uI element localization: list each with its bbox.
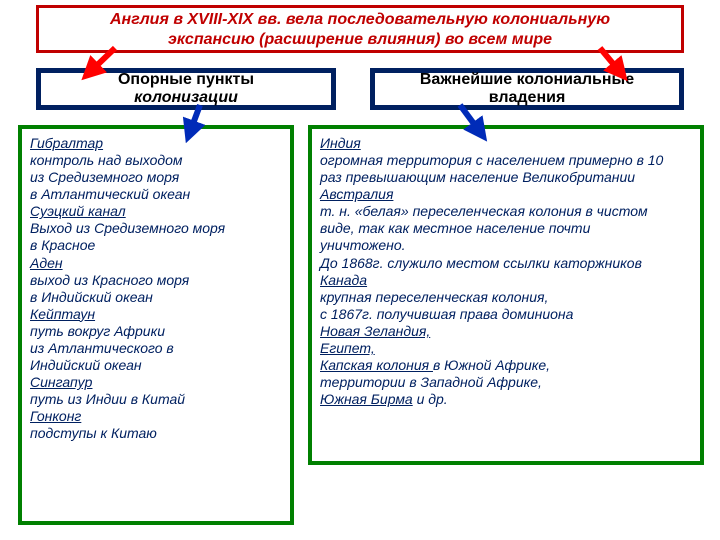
- content-line: из Средиземного моря: [30, 169, 282, 186]
- subhead-left-line2: колонизации: [47, 89, 325, 107]
- content-line: Южная Бирма и др.: [320, 391, 692, 408]
- content-line: выход из Красного моря: [30, 272, 282, 289]
- content-line: т. н. «белая» переселенческая колония в …: [320, 203, 692, 220]
- content-line: раз превышающим население Великобритании: [320, 169, 692, 186]
- subhead-left: Опорные пункты колонизации: [36, 68, 336, 110]
- content-line: Кейптаун: [30, 306, 282, 323]
- content-line: уничтожено.: [320, 237, 692, 254]
- content-line: с 1867г. получившая права доминиона: [320, 306, 692, 323]
- subhead-right: Важнейшие колониальные владения: [370, 68, 684, 110]
- content-line: в Красное: [30, 237, 282, 254]
- content-line: Гибралтар: [30, 135, 282, 152]
- content-line: Суэцкий канал: [30, 203, 282, 220]
- content-line: Капская колония в Южной Африке,: [320, 357, 692, 374]
- content-line: территории в Западной Африке,: [320, 374, 692, 391]
- content-line: Индия: [320, 135, 692, 152]
- content-line: Гонконг: [30, 408, 282, 425]
- content-line: Выход из Средиземного моря: [30, 220, 282, 237]
- content-line: в Атлантический океан: [30, 186, 282, 203]
- subhead-right-line1: Важнейшие колониальные: [381, 71, 673, 89]
- content-line: Египет,: [320, 340, 692, 357]
- content-line: огромная территория с населением примерн…: [320, 152, 692, 169]
- title-line1: Англия в XVIII-XIX вв. вела последовател…: [47, 10, 673, 30]
- content-line: в Индийский океан: [30, 289, 282, 306]
- content-left: Гибралтарконтроль над выходомиз Средизем…: [18, 125, 294, 525]
- content-line: Австралия: [320, 186, 692, 203]
- content-line: Аден: [30, 255, 282, 272]
- subhead-left-line1: Опорные пункты: [47, 71, 325, 89]
- content-line: контроль над выходом: [30, 152, 282, 169]
- content-right: Индияогромная территория с населением пр…: [308, 125, 704, 465]
- title-line2: экспансию (расширение влияния) во всем м…: [47, 30, 673, 50]
- subhead-right-line2: владения: [381, 89, 673, 107]
- content-line: Новая Зеландия,: [320, 323, 692, 340]
- content-line: путь из Индии в Китай: [30, 391, 282, 408]
- content-line: крупная переселенческая колония,: [320, 289, 692, 306]
- content-line: виде, так как местное население почти: [320, 220, 692, 237]
- content-line: Индийский океан: [30, 357, 282, 374]
- content-line: До 1868г. служило местом ссылки каторжни…: [320, 255, 692, 272]
- content-line: Сингапур: [30, 374, 282, 391]
- title-box: Англия в XVIII-XIX вв. вела последовател…: [36, 5, 684, 53]
- content-line: Канада: [320, 272, 692, 289]
- content-line: путь вокруг Африки: [30, 323, 282, 340]
- content-line: из Атлантического в: [30, 340, 282, 357]
- content-line: подступы к Китаю: [30, 425, 282, 442]
